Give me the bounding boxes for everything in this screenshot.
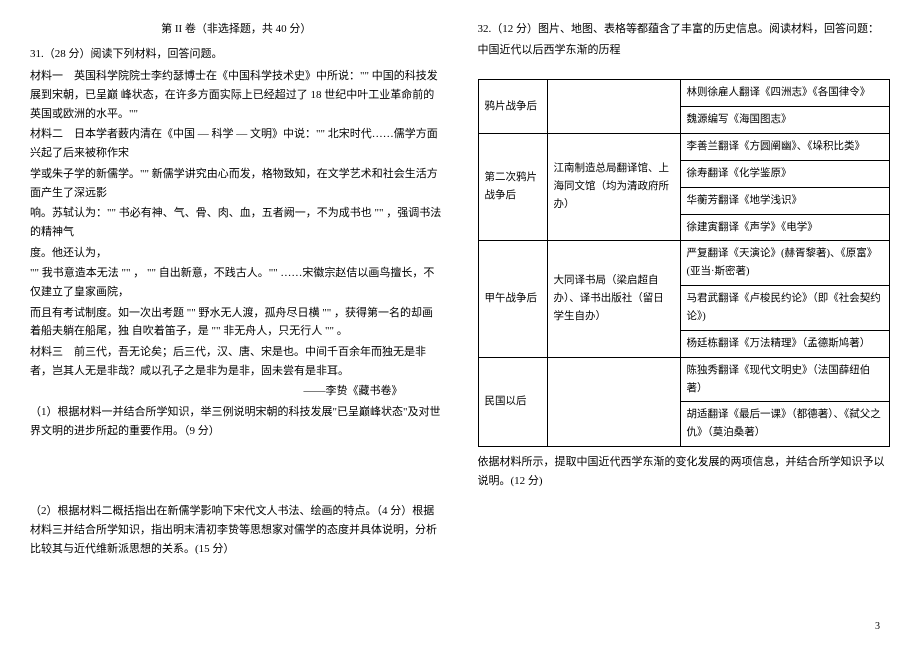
material-3a: 材料三 前三代，吾无论矣；后三代，汉、唐、宋是也。中间千百余年而独无是非者，岂其…	[30, 343, 443, 380]
material-2a: 材料二 日本学者薮内清在《中国 — 科学 — 文明》中说："" 北宋时代……儒学…	[30, 125, 443, 162]
work-cell: 李善兰翻译《方圆阐幽》、《垛积比类》	[680, 134, 890, 161]
material-2f: 而且有考试制度。如一次出考题 "" 野水无人渡，孤舟尽日横 "" ，获得第一名的…	[30, 304, 443, 341]
material-1: 材料一 英国科学院院士李约瑟博士在《中国科学技术史》中所说："" 中国的科技发展…	[30, 67, 443, 123]
answer-space-1	[30, 442, 443, 502]
work-cell: 魏源编写《海国图志》	[680, 107, 890, 134]
period-cell: 第二次鸦片战争后	[478, 134, 547, 241]
work-cell: 马君武翻译《卢梭民约论》（即《社会契约论》)	[680, 286, 890, 331]
work-cell: 华蘅芳翻译《地学浅识》	[680, 187, 890, 214]
material-2e: "" 我书意造本无法 "" ， "" 自出新意，不践古人。"" ……宋徽宗赵佶以…	[30, 264, 443, 301]
question-2: （2）根据材料二概括指出在新儒学影响下宋代文人书法、绘画的特点。（4 分）根据材…	[30, 502, 443, 558]
institution-cell	[547, 357, 680, 446]
period-cell: 民国以后	[478, 357, 547, 446]
material-2d: 度。他还认为，	[30, 244, 443, 263]
material-2c: 响。苏轼认为："" 书必有神、气、骨、肉、血，五者阙一，不为成书也 "" ，强调…	[30, 204, 443, 241]
table-row: 鸦片战争后林则徐雇人翻译《四洲志》《各国律令》	[478, 80, 890, 107]
work-cell: 徐建寅翻译《声学》《电学》	[680, 214, 890, 241]
institution-cell: 江南制造总局翻译馆、上海同文馆（均为清政府所办）	[547, 134, 680, 241]
work-cell: 杨廷栋翻译《万法精理》（孟德斯鸠著）	[680, 330, 890, 357]
period-cell: 甲午战争后	[478, 241, 547, 357]
table-row: 民国以后陈独秀翻译《现代文明史》（法国薛纽伯著）	[478, 357, 890, 402]
left-column: 第 II 卷（非选择题，共 40 分） 31.（28 分）阅读下列材料，回答问题…	[30, 20, 448, 630]
work-cell: 陈独秀翻译《现代文明史》（法国薛纽伯著）	[680, 357, 890, 402]
q31-head: 31.（28 分）阅读下列材料，回答问题。	[30, 45, 443, 64]
material-3b: ——李贽《藏书卷》	[30, 382, 443, 401]
work-cell: 徐寿翻译《化学鉴原》	[680, 160, 890, 187]
table-row: 第二次鸦片战争后江南制造总局翻译馆、上海同文馆（均为清政府所办）李善兰翻译《方圆…	[478, 134, 890, 161]
work-cell: 胡适翻译《最后一课》（都德著）、《弑父之仇》（莫泊桑著）	[680, 402, 890, 447]
work-cell: 林则徐雇人翻译《四洲志》《各国律令》	[680, 80, 890, 107]
institution-cell	[547, 80, 680, 134]
page-number: 3	[875, 618, 880, 635]
translation-table: 鸦片战争后林则徐雇人翻译《四洲志》《各国律令》魏源编写《海国图志》第二次鸦片战争…	[478, 79, 891, 447]
q32-sub: 中国近代以后西学东渐的历程	[478, 41, 891, 60]
section-title: 第 II 卷（非选择题，共 40 分）	[30, 20, 443, 39]
question-1: （1）根据材料一并结合所学知识，举三例说明宋朝的科技发展"已呈巅峰状态"及对世界…	[30, 403, 443, 440]
work-cell: 严复翻译《天演论》(赫胥黎著)、《原富》(亚当·斯密著)	[680, 241, 890, 286]
q32-note: 依据材料所示，提取中国近代西学东渐的变化发展的两项信息，并结合所学知识予以说明。…	[478, 453, 891, 490]
material-2b: 学或朱子学的新儒学。"" 新儒学讲究由心而发，格物致知，在文学艺术和社会生活方面…	[30, 165, 443, 202]
period-cell: 鸦片战争后	[478, 80, 547, 134]
q32-head: 32.（12 分）图片、地图、表格等都蕴含了丰富的历史信息。阅读材料，回答问题：	[478, 20, 891, 39]
institution-cell: 大同译书局（梁启超自办）、译书出版社（留日学生自办）	[547, 241, 680, 357]
table-row: 甲午战争后大同译书局（梁启超自办）、译书出版社（留日学生自办）严复翻译《天演论》…	[478, 241, 890, 286]
right-column: 32.（12 分）图片、地图、表格等都蕴含了丰富的历史信息。阅读材料，回答问题：…	[478, 20, 891, 630]
